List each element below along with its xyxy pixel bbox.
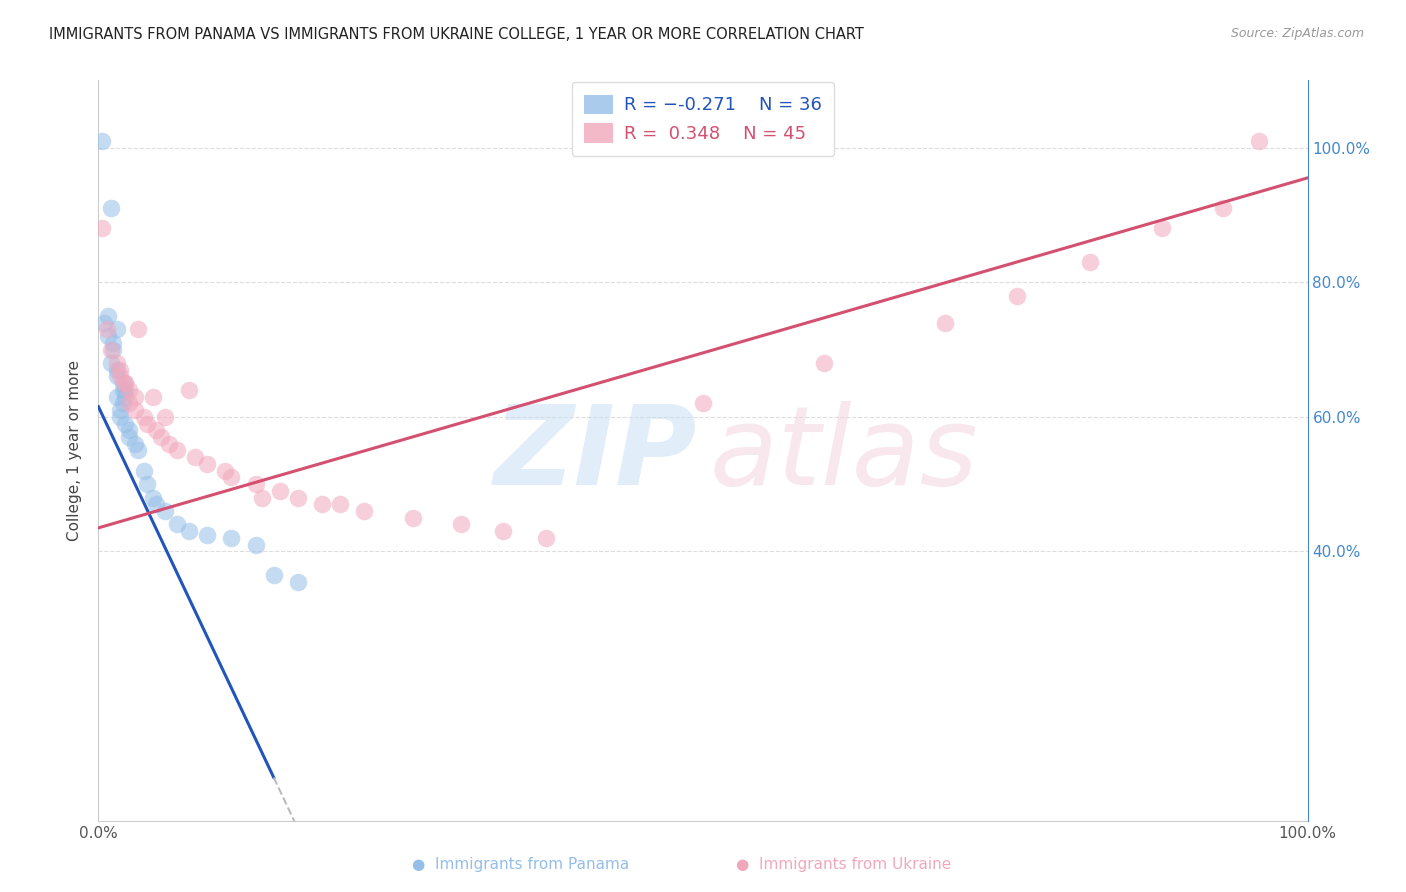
- Point: [105, 369, 128, 384]
- Point: [250, 491, 273, 505]
- Point: [153, 409, 176, 424]
- Text: Source: ZipAtlas.com: Source: ZipAtlas.com: [1230, 27, 1364, 40]
- Point: [100, 201, 122, 215]
- Point: [111, 396, 134, 410]
- Point: [108, 362, 131, 376]
- Point: [96, 322, 118, 336]
- Point: [127, 443, 149, 458]
- Point: [813, 356, 835, 370]
- Y-axis label: College, 1 year or more: College, 1 year or more: [67, 360, 83, 541]
- Point: [1078, 255, 1101, 269]
- Point: [124, 436, 146, 450]
- Point: [184, 450, 207, 465]
- Point: [93, 316, 115, 330]
- Point: [195, 457, 218, 471]
- Point: [157, 436, 180, 450]
- Point: [108, 403, 131, 417]
- Point: [214, 464, 236, 478]
- Point: [166, 517, 188, 532]
- Point: [97, 329, 120, 343]
- Point: [150, 430, 173, 444]
- Point: [114, 390, 136, 404]
- Point: [101, 335, 124, 350]
- Point: [142, 491, 165, 505]
- Point: [269, 483, 291, 498]
- Point: [114, 383, 136, 397]
- Point: [692, 396, 714, 410]
- Point: [127, 322, 149, 336]
- Point: [105, 390, 128, 404]
- Point: [195, 527, 218, 541]
- Point: [118, 430, 141, 444]
- Point: [108, 369, 131, 384]
- Point: [135, 477, 157, 491]
- Point: [450, 517, 472, 532]
- Point: [353, 504, 375, 518]
- Point: [492, 524, 515, 539]
- Legend: R = −-0.271    N = 36, R =  0.348    N = 45: R = −-0.271 N = 36, R = 0.348 N = 45: [572, 82, 834, 156]
- Point: [142, 390, 165, 404]
- Point: [402, 510, 425, 524]
- Point: [105, 356, 128, 370]
- Point: [114, 376, 136, 391]
- Point: [534, 531, 557, 545]
- Point: [100, 343, 122, 357]
- Point: [100, 356, 122, 370]
- Text: atlas: atlas: [709, 401, 977, 508]
- Point: [114, 417, 136, 431]
- Point: [111, 376, 134, 391]
- Point: [153, 504, 176, 518]
- Point: [118, 383, 141, 397]
- Point: [118, 423, 141, 437]
- Point: [145, 423, 167, 437]
- Point: [221, 470, 243, 484]
- Point: [91, 134, 114, 148]
- Point: [105, 322, 128, 336]
- Point: [124, 390, 146, 404]
- Point: [134, 464, 156, 478]
- Text: ●  Immigrants from Panama: ● Immigrants from Panama: [412, 857, 628, 872]
- Point: [179, 383, 201, 397]
- Point: [91, 221, 114, 235]
- Point: [135, 417, 157, 431]
- Point: [221, 531, 243, 545]
- Point: [166, 443, 188, 458]
- Text: IMMIGRANTS FROM PANAMA VS IMMIGRANTS FROM UKRAINE COLLEGE, 1 YEAR OR MORE CORREL: IMMIGRANTS FROM PANAMA VS IMMIGRANTS FRO…: [49, 27, 865, 42]
- Point: [124, 403, 146, 417]
- Point: [1249, 134, 1271, 148]
- Point: [97, 309, 120, 323]
- Text: ●  Immigrants from Ukraine: ● Immigrants from Ukraine: [735, 857, 952, 872]
- Point: [287, 491, 309, 505]
- Point: [245, 477, 267, 491]
- Point: [934, 316, 956, 330]
- Point: [287, 574, 309, 589]
- Point: [114, 376, 136, 391]
- Point: [179, 524, 201, 539]
- Point: [311, 497, 333, 511]
- Point: [134, 409, 156, 424]
- Point: [1212, 201, 1234, 215]
- Point: [108, 409, 131, 424]
- Point: [105, 362, 128, 376]
- Point: [111, 383, 134, 397]
- Point: [101, 343, 124, 357]
- Point: [1007, 288, 1029, 302]
- Point: [329, 497, 352, 511]
- Point: [118, 396, 141, 410]
- Point: [263, 568, 285, 582]
- Text: ZIP: ZIP: [494, 401, 697, 508]
- Point: [245, 538, 267, 552]
- Point: [1152, 221, 1174, 235]
- Point: [145, 497, 167, 511]
